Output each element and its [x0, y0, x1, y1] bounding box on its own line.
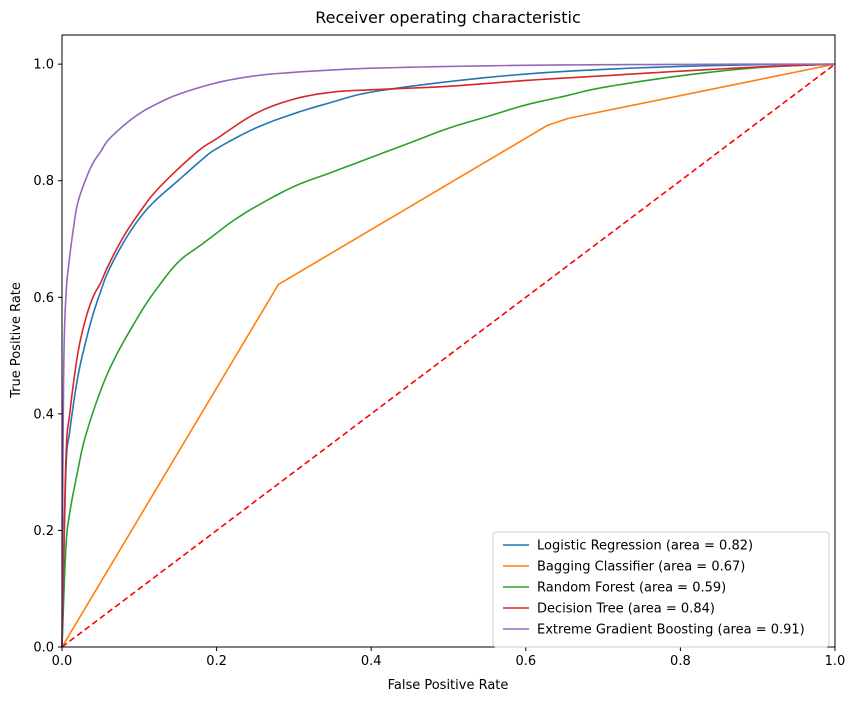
legend-label: Random Forest (area = 0.59) — [537, 581, 726, 596]
series-line-decision-tree — [61, 63, 836, 648]
x-tick-label: 1.0 — [825, 654, 846, 669]
series-line-random-forest — [61, 63, 836, 648]
series-line-bagging-classifier — [61, 63, 836, 648]
y-tick-label: 1.0 — [33, 58, 54, 73]
y-axis: 0.0 0.2 0.4 0.6 0.8 1.0 — [33, 58, 62, 656]
y-tick-label: 0.8 — [33, 174, 54, 189]
axes-frame — [61, 34, 836, 648]
legend-label: Decision Tree (area = 0.84) — [537, 602, 715, 617]
y-tick-label: 0.4 — [33, 407, 54, 422]
y-axis-title: True Positive Rate — [9, 282, 24, 399]
series-line-logistic-regression — [61, 63, 836, 648]
legend-box — [492, 531, 830, 648]
x-tick-label: 0.0 — [52, 654, 73, 669]
y-tick-label: 0.0 — [33, 641, 54, 656]
chart-title: Receiver operating characteristic — [315, 8, 581, 27]
series-line-extreme-gradient-boosting — [61, 63, 835, 648]
legend-label: Logistic Regression (area = 0.82) — [537, 539, 753, 554]
x-tick-label: 0.6 — [515, 654, 536, 669]
legend-label: Bagging Classifier (area = 0.67) — [537, 560, 745, 575]
x-tick-label: 0.2 — [206, 654, 227, 669]
y-tick-label: 0.2 — [33, 524, 54, 539]
x-axis-title: False Positive Rate — [388, 678, 509, 693]
legend-label: Extreme Gradient Boosting (area = 0.91) — [537, 623, 805, 638]
x-tick-label: 0.8 — [670, 654, 691, 669]
y-tick-label: 0.6 — [33, 291, 54, 306]
legend: Logistic Regression (area = 0.82) Bagging… — [492, 531, 830, 648]
x-axis: 0.0 0.2 0.4 0.6 0.8 1.0 — [52, 647, 846, 669]
x-tick-label: 0.4 — [361, 654, 382, 669]
plot-area — [61, 34, 836, 648]
